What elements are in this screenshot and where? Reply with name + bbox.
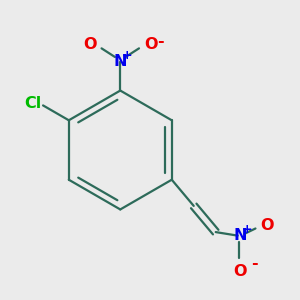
Text: +: + [122,49,132,62]
Text: O: O [83,37,97,52]
Text: Cl: Cl [24,96,42,111]
Text: +: + [241,223,252,236]
Text: N: N [233,228,247,243]
Text: -: - [157,34,164,49]
Text: O: O [233,265,247,280]
Text: -: - [252,256,258,272]
Text: N: N [113,54,127,69]
Text: O: O [260,218,273,233]
Text: O: O [144,37,158,52]
